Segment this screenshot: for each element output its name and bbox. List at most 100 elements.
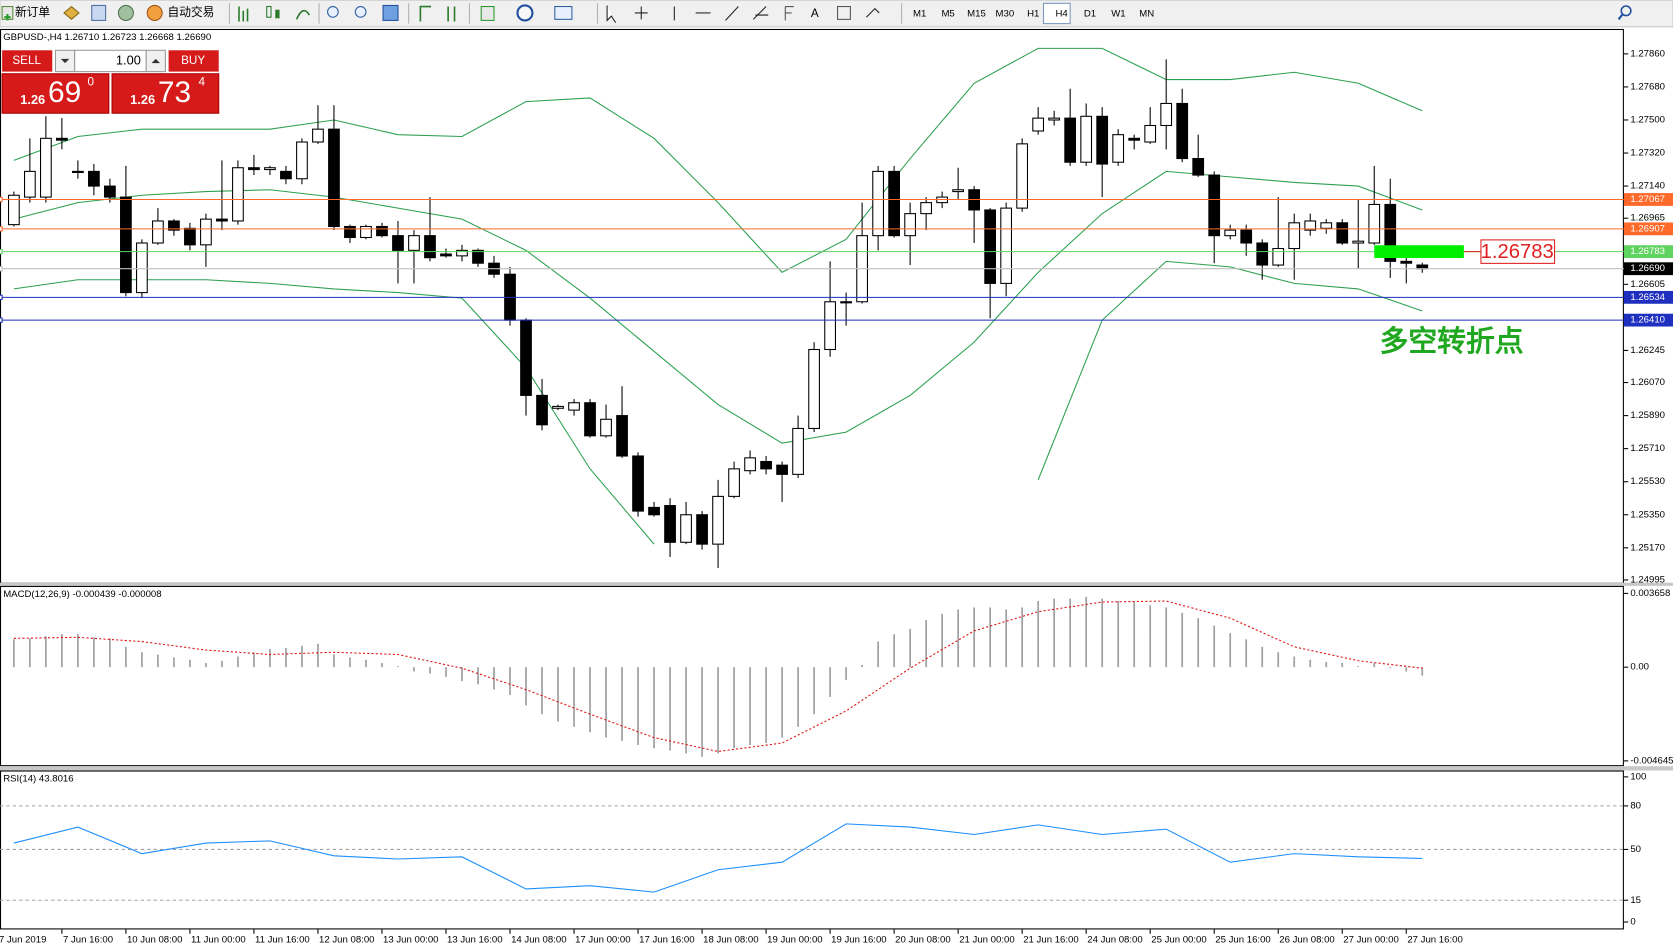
ask-sup: 4 xyxy=(198,75,205,88)
price-tag-label: 1.26690 xyxy=(1630,263,1665,274)
candle-body xyxy=(24,170,36,198)
bid-box[interactable] xyxy=(1,73,110,114)
candle-body xyxy=(104,185,116,198)
candle-body xyxy=(1224,229,1237,237)
price-panel xyxy=(0,28,1624,584)
y-tick-label: 15 xyxy=(1630,895,1641,906)
x-tick-label: 11 Jun 16:00 xyxy=(255,935,310,946)
y-tick-label: 1.26245 xyxy=(1630,345,1665,356)
buy-button[interactable]: BUY xyxy=(181,54,205,67)
macd-plot xyxy=(13,596,1424,757)
candle-body xyxy=(1320,222,1333,229)
auto-trading-button[interactable]: 自动交易 xyxy=(168,5,215,19)
timeframe-button[interactable]: M5 xyxy=(941,9,954,20)
axes: 1.27860 1.27680 1.27500 1.27320 1.27140 1.269… xyxy=(0,48,1673,946)
timeframe-button[interactable]: D1 xyxy=(1084,9,1096,20)
candle-body xyxy=(648,506,660,516)
candle-body xyxy=(760,460,772,470)
candle-body xyxy=(712,495,724,545)
new-order-button[interactable]: 新订单 xyxy=(15,5,50,19)
ask-big: 73 xyxy=(158,76,191,109)
x-tick-label: 20 Jun 08:00 xyxy=(895,935,950,946)
timeframe-button[interactable]: H4 xyxy=(1055,9,1068,20)
timeframe-button[interactable]: H1 xyxy=(1027,9,1039,20)
candle-body xyxy=(440,253,452,257)
price-tag xyxy=(1623,290,1673,304)
bollinger-band xyxy=(13,170,1423,444)
y-tick-label: 50 xyxy=(1630,844,1641,855)
buy-button-bg[interactable] xyxy=(168,50,219,72)
candle-body xyxy=(1128,137,1141,141)
y-tick-label: 1.27140 xyxy=(1630,181,1665,192)
timeframe-button[interactable]: MN xyxy=(1139,9,1154,20)
candle-body xyxy=(200,218,212,246)
candle-body xyxy=(552,405,564,409)
candle-body xyxy=(1080,115,1093,163)
timeframe-button[interactable]: W1 xyxy=(1111,9,1125,20)
rsi-line xyxy=(13,823,1423,893)
candle-body xyxy=(408,235,420,251)
price-tag-label: 1.26410 xyxy=(1630,315,1665,326)
price-tag-label: 1.26534 xyxy=(1630,292,1665,303)
candle-body xyxy=(72,170,84,173)
candle-body xyxy=(680,514,692,543)
candle-body xyxy=(424,235,436,259)
rsi-plot xyxy=(0,805,1624,901)
toolbar xyxy=(0,0,1673,28)
timeframe-button[interactable]: M30 xyxy=(996,9,1015,20)
bollinger-band xyxy=(13,47,1423,274)
y-tick-label: 1.27320 xyxy=(1630,148,1665,159)
candle-body xyxy=(1352,240,1365,244)
macd-signal xyxy=(13,600,1423,753)
level-marker xyxy=(0,226,3,232)
candle-body xyxy=(1000,207,1013,284)
x-tick-label: 19 Jun 16:00 xyxy=(831,935,886,946)
text-tool[interactable]: A xyxy=(811,7,819,20)
candle-body xyxy=(584,402,596,437)
x-tick-label: 11 Jun 00:00 xyxy=(191,935,246,946)
y-tick-label: 1.26605 xyxy=(1630,279,1665,290)
timeframe-button[interactable]: M1 xyxy=(913,9,926,20)
candle-body xyxy=(1176,102,1189,160)
sell-button[interactable]: SELL xyxy=(12,54,41,67)
x-tick-label: 12 Jun 08:00 xyxy=(319,935,374,946)
candle-body xyxy=(744,457,756,472)
level-marker xyxy=(0,317,3,323)
candle-body xyxy=(1096,115,1109,165)
timeframe-bar: M1 M5 M15 M30 H1 H4 D1 W1 MN xyxy=(913,9,1154,20)
candle-body xyxy=(872,170,884,237)
candle-body xyxy=(984,209,997,284)
y-tick-label: 100 xyxy=(1630,771,1646,782)
price-tag xyxy=(1623,222,1673,236)
candle-body xyxy=(1336,222,1349,244)
price-tag xyxy=(1623,262,1673,276)
candle-body xyxy=(56,137,68,141)
candle-body xyxy=(1192,158,1205,176)
y-tick-label: 0.00 xyxy=(1630,662,1649,673)
y-tick-label: 1.25530 xyxy=(1630,476,1665,487)
y-tick-label: 0 xyxy=(1630,917,1635,928)
candle-body xyxy=(88,170,100,187)
candle-body xyxy=(152,220,164,244)
candle-body xyxy=(312,128,324,143)
x-tick-label: 10 Jun 08:00 xyxy=(127,935,182,946)
lot-size[interactable]: 1.00 xyxy=(116,52,141,67)
candle-body xyxy=(632,455,644,512)
candle-body xyxy=(1304,220,1317,231)
x-tick-label: 13 Jun 00:00 xyxy=(383,935,438,946)
candle-body xyxy=(616,415,628,457)
ask-box[interactable] xyxy=(111,73,220,114)
toolbar-icons xyxy=(1,2,1632,25)
y-tick-label: -0.004645 xyxy=(1630,755,1673,766)
candle-body xyxy=(280,170,292,180)
candle-body xyxy=(120,196,132,294)
sell-button-bg[interactable] xyxy=(2,50,53,72)
y-tick-label: 1.25710 xyxy=(1630,443,1665,454)
timeframe-button[interactable]: M15 xyxy=(967,9,986,20)
panel-separator xyxy=(0,582,1673,586)
price-chart-header: GBPUSD-,H4 1.26710 1.26723 1.26668 1.266… xyxy=(3,32,211,43)
candle-body xyxy=(216,218,228,222)
y-tick-label: 1.27860 xyxy=(1630,48,1665,59)
